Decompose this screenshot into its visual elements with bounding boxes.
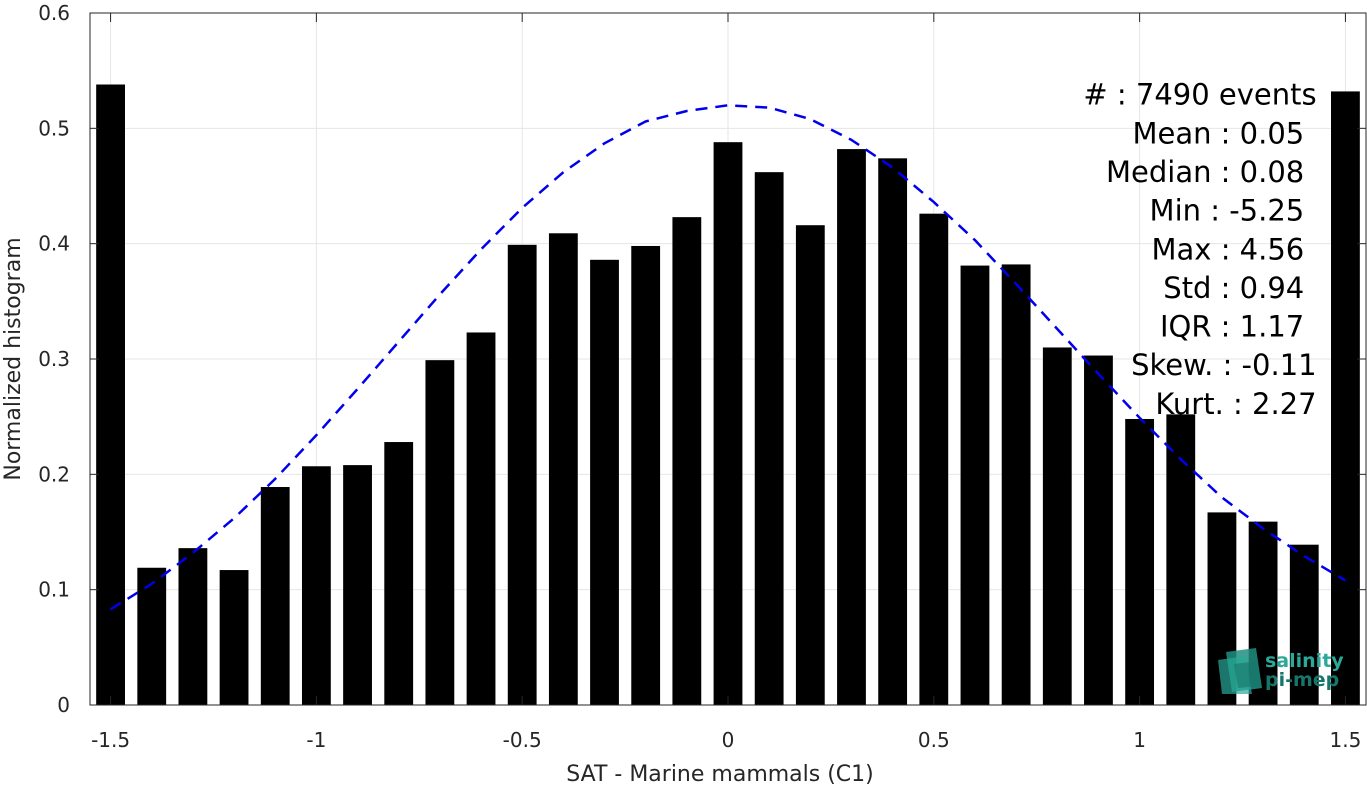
- y-tick-label: 0.1: [38, 578, 70, 602]
- histogram-bar: [1166, 414, 1196, 705]
- histogram-bars: [96, 84, 1360, 706]
- histogram-bar: [878, 158, 908, 705]
- histogram-bar: [713, 142, 743, 705]
- histogram-bar: [919, 213, 949, 705]
- x-axis-label: SAT - Marine mammals (C1): [566, 762, 874, 785]
- logo-text-salinity: salinity: [1265, 650, 1344, 672]
- y-tick-label: 0.4: [38, 232, 70, 256]
- histogram-bar: [178, 548, 208, 705]
- logo-text-pimep: pi-mep: [1265, 669, 1339, 691]
- statistics-annotation: # : 7490 events Mean : 0.05 Median : 0.08 M…: [1083, 78, 1316, 421]
- histogram-bar: [590, 259, 619, 705]
- y-axis-label: Normalized histogram: [1, 237, 26, 480]
- stat-line: Median : 0.08: [1106, 155, 1304, 189]
- histogram-bar: [1084, 355, 1113, 705]
- stat-line: Max : 4.56: [1152, 232, 1305, 266]
- histogram-bar: [343, 465, 372, 705]
- histogram-bar: [1289, 544, 1319, 705]
- y-tick-labels: 0 0.1 0.2 0.3 0.4 0.5 0.6: [38, 1, 70, 717]
- x-tick-label: 1: [1133, 728, 1146, 752]
- histogram-bar: [672, 217, 702, 705]
- histogram-bar: [466, 332, 496, 705]
- gaussian-fit-curve: [109, 104, 1347, 611]
- x-tick-label: -0.5: [503, 728, 542, 752]
- x-tick-label: -1: [306, 728, 326, 752]
- stat-line: Kurt. : 2.27: [1155, 387, 1316, 421]
- histogram-bar: [1331, 91, 1360, 706]
- histogram-bar: [137, 567, 167, 705]
- histogram-bar: [384, 442, 414, 705]
- histogram-bar: [219, 570, 249, 705]
- y-tick-label: 0.2: [38, 462, 70, 486]
- stat-line: Skew. : -0.11: [1131, 348, 1317, 382]
- histogram-bar: [795, 225, 825, 706]
- histogram-bar: [837, 149, 866, 706]
- stat-line: # : 7490 events: [1083, 78, 1316, 112]
- x-tick-label: -1.5: [91, 728, 130, 752]
- histogram-bar: [1125, 418, 1155, 705]
- histogram-bar: [260, 487, 290, 705]
- histogram-bar: [96, 84, 125, 706]
- x-tick-label: 0: [722, 728, 735, 752]
- stat-line: IQR : 1.17: [1160, 310, 1304, 344]
- histogram-bar: [960, 265, 990, 705]
- histogram-bar: [1042, 347, 1072, 705]
- histogram-bar: [301, 466, 331, 705]
- histogram-bar: [425, 360, 455, 705]
- histogram-bar: [1001, 264, 1031, 705]
- histogram-bar: [631, 245, 661, 705]
- histogram-bar: [548, 233, 578, 705]
- y-tick-label: 0.3: [38, 347, 70, 371]
- y-tick-label: 0: [57, 693, 70, 717]
- x-tick-labels: -1.5 -1 -0.5 0 0.5 1 1.5: [91, 728, 1361, 752]
- x-tick-label: 0.5: [918, 728, 950, 752]
- stat-line: Mean : 0.05: [1132, 116, 1304, 150]
- stat-line: Min : -5.25: [1150, 194, 1305, 228]
- histogram-bar: [507, 244, 537, 705]
- salinity-pimep-logo: salinity pi-mep: [1218, 648, 1344, 694]
- y-tick-label: 0.6: [38, 1, 70, 25]
- y-tick-label: 0.5: [38, 116, 70, 140]
- histogram-bar: [754, 172, 784, 705]
- axis-ticks: [90, 12, 1366, 706]
- x-tick-label: 1.5: [1330, 728, 1362, 752]
- stat-line: Std : 0.94: [1163, 271, 1304, 305]
